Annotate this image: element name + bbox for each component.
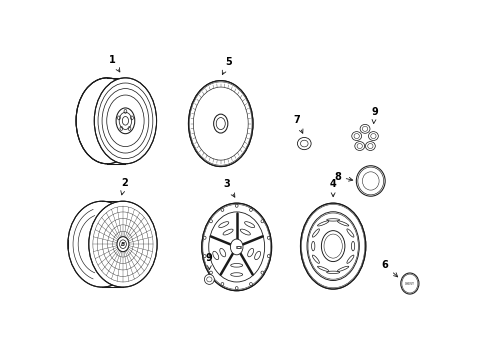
Ellipse shape bbox=[235, 204, 238, 207]
Ellipse shape bbox=[347, 229, 354, 237]
Ellipse shape bbox=[247, 248, 254, 257]
Ellipse shape bbox=[327, 219, 340, 221]
Ellipse shape bbox=[213, 251, 219, 260]
Ellipse shape bbox=[249, 208, 252, 211]
Ellipse shape bbox=[210, 271, 213, 274]
Ellipse shape bbox=[366, 141, 375, 150]
Ellipse shape bbox=[352, 132, 362, 140]
Ellipse shape bbox=[189, 81, 253, 167]
Ellipse shape bbox=[202, 203, 271, 291]
Ellipse shape bbox=[76, 78, 138, 164]
Text: 5: 5 bbox=[222, 57, 232, 75]
Ellipse shape bbox=[351, 242, 355, 251]
Ellipse shape bbox=[261, 220, 264, 223]
Ellipse shape bbox=[268, 255, 270, 258]
Text: 7: 7 bbox=[294, 115, 303, 133]
Ellipse shape bbox=[203, 255, 206, 258]
Ellipse shape bbox=[347, 255, 354, 264]
Ellipse shape bbox=[368, 132, 378, 140]
Ellipse shape bbox=[204, 274, 214, 284]
Ellipse shape bbox=[231, 273, 243, 276]
Ellipse shape bbox=[261, 271, 264, 274]
Ellipse shape bbox=[223, 229, 233, 235]
Ellipse shape bbox=[356, 166, 385, 196]
Ellipse shape bbox=[321, 231, 345, 262]
Ellipse shape bbox=[338, 266, 349, 271]
Ellipse shape bbox=[203, 236, 206, 239]
Ellipse shape bbox=[360, 125, 370, 133]
Text: 6: 6 bbox=[382, 260, 398, 277]
Ellipse shape bbox=[221, 283, 224, 285]
Ellipse shape bbox=[318, 221, 329, 226]
Text: 3: 3 bbox=[224, 179, 235, 197]
Ellipse shape bbox=[68, 201, 136, 287]
Ellipse shape bbox=[194, 87, 248, 160]
Text: 1: 1 bbox=[109, 55, 120, 72]
Ellipse shape bbox=[249, 283, 252, 285]
Ellipse shape bbox=[401, 273, 419, 294]
Ellipse shape bbox=[117, 237, 129, 252]
Ellipse shape bbox=[245, 222, 255, 228]
Ellipse shape bbox=[297, 138, 311, 150]
Ellipse shape bbox=[94, 78, 157, 164]
Ellipse shape bbox=[318, 266, 329, 271]
Ellipse shape bbox=[327, 271, 340, 274]
Ellipse shape bbox=[221, 208, 224, 211]
Text: CHEVY: CHEVY bbox=[405, 282, 415, 285]
Ellipse shape bbox=[231, 264, 243, 267]
Ellipse shape bbox=[255, 251, 261, 260]
Ellipse shape bbox=[312, 255, 319, 264]
Ellipse shape bbox=[235, 287, 238, 290]
Text: B: B bbox=[121, 242, 125, 247]
Ellipse shape bbox=[338, 221, 349, 226]
Ellipse shape bbox=[300, 203, 366, 289]
Text: 8: 8 bbox=[334, 172, 353, 181]
Ellipse shape bbox=[210, 220, 213, 223]
Ellipse shape bbox=[355, 141, 365, 150]
Ellipse shape bbox=[312, 229, 319, 237]
Ellipse shape bbox=[240, 229, 250, 235]
Ellipse shape bbox=[219, 222, 229, 228]
Ellipse shape bbox=[230, 239, 243, 255]
Ellipse shape bbox=[312, 242, 315, 251]
Text: 9: 9 bbox=[371, 107, 378, 123]
Text: 9: 9 bbox=[206, 252, 213, 270]
Ellipse shape bbox=[220, 248, 226, 257]
Ellipse shape bbox=[116, 108, 135, 134]
Text: 4: 4 bbox=[330, 179, 337, 197]
Ellipse shape bbox=[214, 114, 228, 133]
Text: 2: 2 bbox=[121, 178, 128, 195]
Ellipse shape bbox=[268, 236, 270, 239]
Ellipse shape bbox=[89, 201, 157, 287]
